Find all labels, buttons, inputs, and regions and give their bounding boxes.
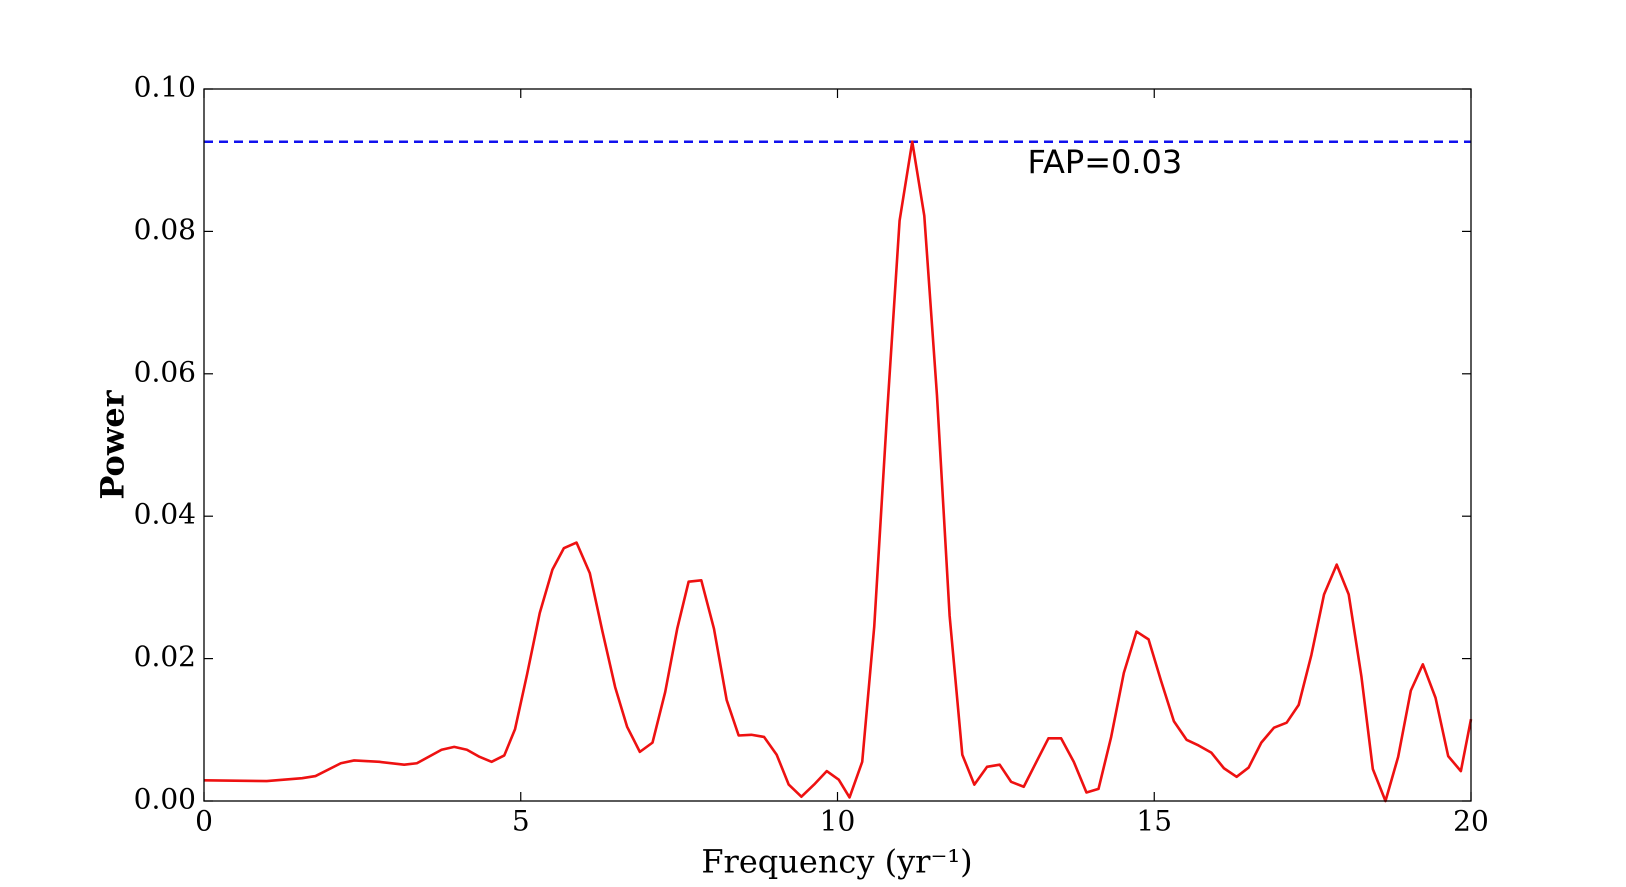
x-tick-label: 0 xyxy=(195,805,213,838)
x-tick-label: 10 xyxy=(820,805,856,838)
plot-frame xyxy=(203,88,1472,802)
x-axis-label: Frequency (yr⁻¹) xyxy=(701,843,972,881)
y-axis-label: Power xyxy=(94,389,132,499)
x-tick-label: 20 xyxy=(1453,805,1489,838)
y-tick-label: 0.10 xyxy=(134,71,196,104)
x-tick-label: 5 xyxy=(512,805,530,838)
y-tick-label: 0.06 xyxy=(134,355,196,388)
power-line xyxy=(203,140,1473,803)
y-tick-label: 0.02 xyxy=(134,640,196,673)
y-tick-label: 0.08 xyxy=(134,213,196,246)
y-tick-label: 0.04 xyxy=(134,498,196,531)
annotation: FAP=0.03 xyxy=(1028,143,1183,181)
y-tick-label: 0.00 xyxy=(134,783,196,816)
x-tick-label: 15 xyxy=(1136,805,1172,838)
